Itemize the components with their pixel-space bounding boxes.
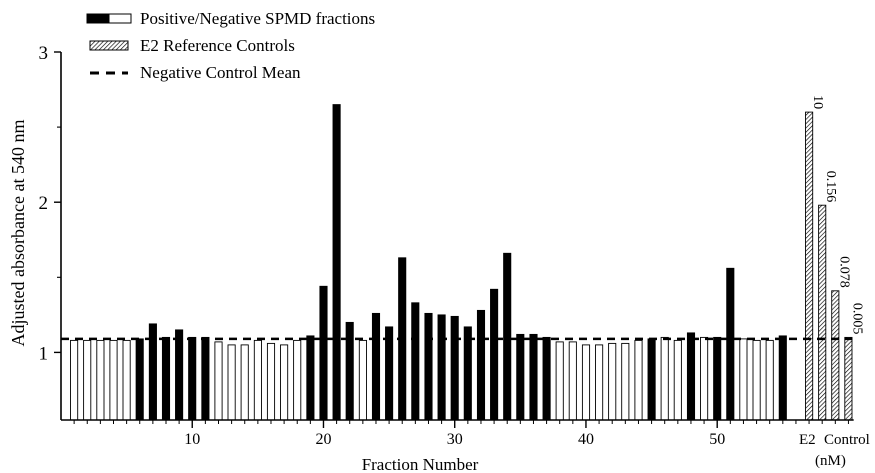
- fraction-bar-19: [307, 336, 314, 420]
- fraction-bar-2: [84, 340, 91, 420]
- y-tick-label-3: 3: [39, 43, 49, 64]
- fraction-bar-9: [176, 330, 183, 420]
- fraction-bar-50: [714, 337, 721, 420]
- legend-swatch-fractions-black: [87, 14, 109, 23]
- e2-concentration-label: 0.156: [823, 171, 838, 203]
- fraction-bar-12: [215, 342, 222, 420]
- e2-concentration-label: 0.078: [836, 256, 851, 288]
- x-axis-label: Fraction Number: [362, 455, 479, 473]
- fraction-bar-45: [648, 339, 655, 420]
- fraction-bar-4: [110, 340, 117, 420]
- fraction-bar-6: [136, 339, 143, 420]
- fraction-bar-29: [438, 315, 445, 420]
- fraction-bar-13: [228, 345, 235, 420]
- e2-bar-marks: 10 0.156 0.078 0.005: [806, 95, 865, 420]
- fraction-bar-10: [189, 337, 196, 420]
- fraction-bar-34: [504, 253, 511, 420]
- legend-label-e2: E2 Reference Controls: [140, 36, 295, 55]
- fraction-bar-14: [241, 345, 248, 420]
- x-tick-label-10: 10: [184, 431, 200, 448]
- fraction-bar-28: [425, 313, 432, 420]
- y-axis-label: Adjusted absorbance at 540 nm: [8, 120, 28, 347]
- fraction-bar-1: [71, 340, 78, 420]
- fraction-bar-18: [294, 340, 301, 420]
- x-tick-label-40: 40: [578, 431, 594, 448]
- y-tick-label-2: 2: [39, 193, 49, 214]
- fraction-bar-48: [687, 333, 694, 420]
- fraction-bar-27: [412, 303, 419, 420]
- fraction-bar-55: [779, 336, 786, 420]
- fraction-bar-15: [254, 340, 261, 420]
- fraction-bar-22: [346, 322, 353, 420]
- fraction-bar-30: [451, 316, 458, 420]
- e2-group-label: E2: [799, 432, 816, 448]
- fraction-bar-31: [464, 327, 471, 420]
- fraction-bar-3: [97, 340, 104, 420]
- y-tick-label-1: 1: [39, 343, 49, 364]
- fraction-bar-20: [320, 286, 327, 420]
- control-label: Control: [824, 432, 870, 448]
- fraction-bar-49: [701, 337, 708, 420]
- e2-bar-10: [806, 112, 813, 420]
- fraction-bar-23: [359, 340, 366, 420]
- fraction-bar-36: [530, 334, 537, 420]
- e2-bar-0.078: [832, 291, 839, 420]
- legend-swatch-e2: [90, 41, 128, 50]
- fraction-bar-33: [491, 289, 498, 420]
- fraction-bar-51: [727, 268, 734, 420]
- legend-label-mean: Negative Control Mean: [140, 63, 301, 82]
- legend-label-fractions: Positive/Negative SPMD fractions: [140, 9, 375, 28]
- fraction-bar-41: [596, 345, 603, 420]
- fraction-bar-32: [477, 310, 484, 420]
- fraction-bar-37: [543, 337, 550, 420]
- fraction-bar-52: [740, 339, 747, 420]
- fraction-bar-8: [162, 337, 169, 420]
- fraction-bar-11: [202, 337, 209, 420]
- fraction-bar-38: [556, 342, 563, 420]
- e2-concentration-label: 0.005: [849, 303, 864, 335]
- legend-swatch-fractions-white: [109, 14, 131, 23]
- fraction-bar-43: [622, 343, 629, 420]
- fraction-bar-39: [569, 342, 576, 420]
- fraction-bar-54: [766, 340, 773, 420]
- fraction-bar-25: [386, 327, 393, 420]
- fraction-bar-35: [517, 334, 524, 420]
- fraction-bar-21: [333, 105, 340, 420]
- fraction-bar-42: [609, 343, 616, 420]
- x-tick-label-50: 50: [709, 431, 725, 448]
- e2-unit-label: (nM): [815, 453, 846, 469]
- x-tick-label-20: 20: [315, 431, 331, 448]
- fraction-bar-17: [281, 345, 288, 420]
- fraction-bar-47: [674, 340, 681, 420]
- e2-bar-0.156: [819, 205, 826, 420]
- chart-legend: Positive/Negative SPMD fractions E2 Refe…: [87, 9, 375, 82]
- e2-bar-0.005: [845, 337, 852, 420]
- x-tick-label-30: 30: [447, 431, 463, 448]
- fraction-bar-53: [753, 340, 760, 420]
- bar-marks: [71, 105, 787, 420]
- fraction-bar-44: [635, 340, 642, 420]
- e2-concentration-label: 10: [810, 95, 825, 109]
- fraction-bar-5: [123, 340, 130, 420]
- fraction-bar-46: [661, 337, 668, 420]
- fraction-bar-16: [267, 343, 274, 420]
- fraction-bar-40: [582, 345, 589, 420]
- fraction-bar-24: [372, 313, 379, 420]
